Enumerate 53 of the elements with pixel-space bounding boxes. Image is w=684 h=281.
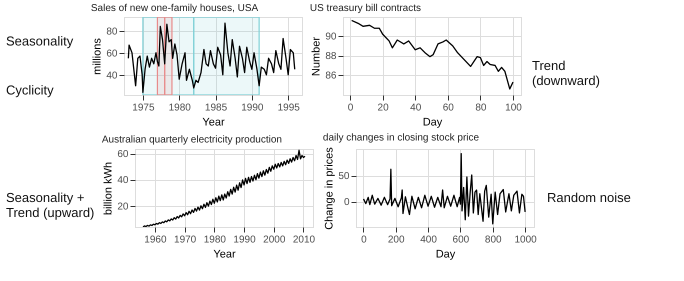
line-series [128,22,296,94]
chart-title: Sales of new one-family houses, USA [90,3,259,14]
x-axis-title: Year [202,116,225,128]
chart-title: US treasury bill contracts [310,3,422,14]
text: Cyclicity [6,82,54,98]
x-tick-label: 1000 [514,234,538,246]
x-tick-label: 1980 [204,234,226,246]
x-tick-label: 60 [442,102,454,114]
x-tick-label: 0 [361,234,368,246]
x-tick-label: 80 [475,102,487,114]
y-axis-title: billion kWh [102,162,114,216]
x-tick-label: 400 [420,234,438,246]
y-tick-label: 86 [325,70,337,82]
x-tick-label: 2000 [263,234,286,246]
y-tick-label: 60 [106,48,118,60]
y-tick-label: 40 [117,175,129,186]
x-tick-label: 800 [484,234,502,246]
line-series [142,150,306,227]
y-tick-label: 90 [325,32,337,43]
text: Seasonality + Trend (upward) [6,190,94,220]
x-tick-label: 200 [388,234,405,246]
text: Trend (downward) [532,58,600,88]
y-tick-label: 88 [325,51,337,62]
y-tick-label: 20 [117,201,129,212]
text: Seasonality [6,34,74,48]
x-tick-label: 1985 [204,102,228,114]
y-tick-label: 80 [106,26,118,38]
x-axis-title: Day [422,116,443,128]
y-tick-label: 60 [117,149,129,160]
x-tick-label: 1975 [132,102,155,114]
y-axis-title: Number [310,36,322,76]
chart-title: daily changes in closing stock price [322,132,480,144]
x-tick-label: 40 [410,102,422,114]
x-tick-label: 1960 [144,234,167,246]
line-series [350,20,514,90]
x-tick-label: 1995 [278,102,300,114]
y-tick-label: 50 [338,171,350,182]
text: Random noise [547,190,631,205]
chart-title: Australian quarterly electricity production [102,134,282,146]
x-tick-label: 1980 [168,102,192,114]
x-axis-title: Day [436,248,456,260]
x-tick-label: 600 [452,234,470,246]
y-tick-label: 40 [106,70,118,82]
x-tick-label: 2010 [292,234,316,246]
x-tick-label: 1970 [174,234,197,246]
y-axis-title: Change in prices [323,146,336,230]
line-series [362,153,526,225]
x-tick-label: 1990 [233,234,256,246]
x-axis-title: Year [213,248,236,260]
x-tick-label: 100 [505,102,522,114]
x-tick-label: 1990 [241,102,264,114]
y-axis-title: millions [91,38,104,75]
x-tick-label: 20 [378,102,390,114]
